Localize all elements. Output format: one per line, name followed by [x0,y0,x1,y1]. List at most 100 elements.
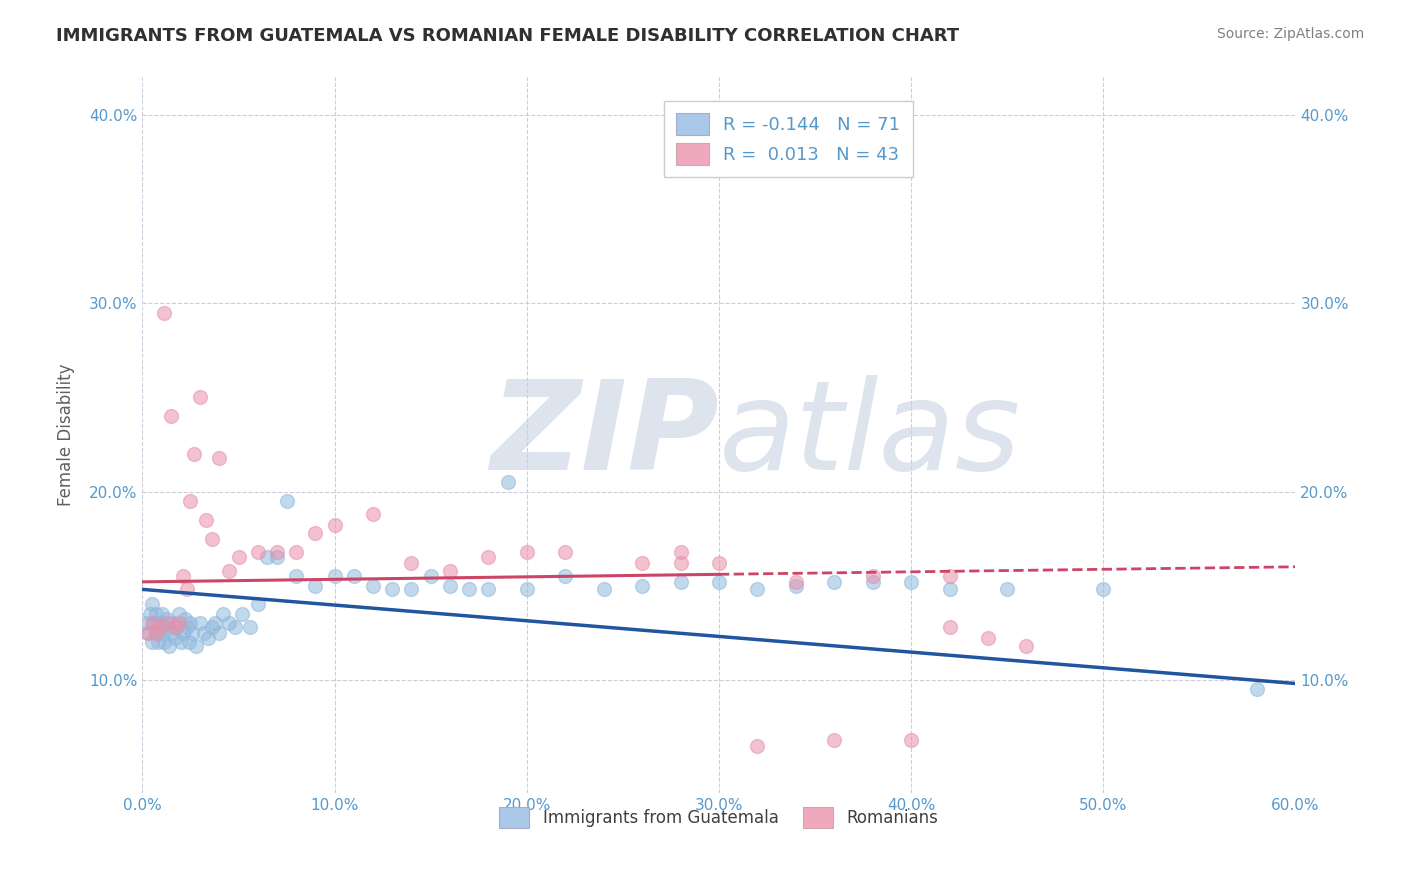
Point [516,545,538,559]
Point [266,545,288,559]
Point [179,494,201,508]
Point [516,582,538,597]
Point [141,598,163,612]
Point [669,574,692,589]
Text: ZIP: ZIP [491,375,718,496]
Point [900,574,922,589]
Point [231,607,253,621]
Point [246,545,269,559]
Point [167,616,190,631]
Point [162,616,184,631]
Point [592,582,614,597]
Point [194,513,217,527]
Point [285,569,308,583]
Point [554,545,576,559]
Point [862,574,884,589]
Point [136,625,159,640]
Point [177,635,200,649]
Point [862,569,884,583]
Point [304,579,326,593]
Point [152,306,174,320]
Point [181,625,204,640]
Point [669,545,692,559]
Point [707,574,730,589]
Point [208,625,231,640]
Point [224,620,246,634]
Point [1092,582,1115,597]
Point [669,556,692,570]
Point [938,569,960,583]
Point [554,569,576,583]
Point [361,507,384,521]
Point [160,409,183,424]
Point [145,625,167,640]
Y-axis label: Female Disability: Female Disability [58,364,75,507]
Point [938,582,960,597]
Point [1015,639,1038,653]
Point [152,635,174,649]
Point [150,607,173,621]
Point [900,733,922,747]
Point [149,616,172,631]
Point [156,616,179,631]
Point [165,632,187,646]
Point [218,616,240,631]
Point [785,579,807,593]
Point [136,625,159,640]
Point [157,639,180,653]
Point [156,613,179,627]
Point [141,616,163,631]
Point [304,525,326,540]
Point [146,635,169,649]
Point [186,639,208,653]
Text: atlas: atlas [718,375,1021,496]
Point [228,550,250,565]
Point [747,739,769,753]
Point [172,569,194,583]
Point [323,518,346,533]
Point [201,620,224,634]
Point [139,607,162,621]
Point [179,616,201,631]
Point [173,613,195,627]
Point [176,620,198,634]
Point [150,625,173,640]
Point [208,450,231,465]
Point [631,579,654,593]
Point [439,579,461,593]
Point [361,579,384,593]
Point [149,620,172,634]
Point [439,564,461,578]
Point [197,632,219,646]
Point [285,545,308,559]
Point [343,569,366,583]
Point [183,447,205,461]
Point [785,574,807,589]
Point [496,475,519,489]
Text: IMMIGRANTS FROM GUATEMALA VS ROMANIAN FEMALE DISABILITY CORRELATION CHART: IMMIGRANTS FROM GUATEMALA VS ROMANIAN FE… [56,27,959,45]
Point [165,620,187,634]
Point [155,620,177,634]
Point [167,607,190,621]
Point [193,625,215,640]
Point [166,620,188,634]
Point [172,625,194,640]
Point [239,620,262,634]
Point [188,391,211,405]
Point [707,556,730,570]
Point [823,574,845,589]
Point [160,625,183,640]
Point [823,733,845,747]
Point [1246,682,1268,697]
Point [419,569,441,583]
Point [141,635,163,649]
Point [188,616,211,631]
Point [401,556,423,570]
Point [246,598,269,612]
Point [381,582,404,597]
Point [135,616,157,631]
Point [143,616,166,631]
Point [477,582,499,597]
Text: Source: ZipAtlas.com: Source: ZipAtlas.com [1216,27,1364,41]
Point [323,569,346,583]
